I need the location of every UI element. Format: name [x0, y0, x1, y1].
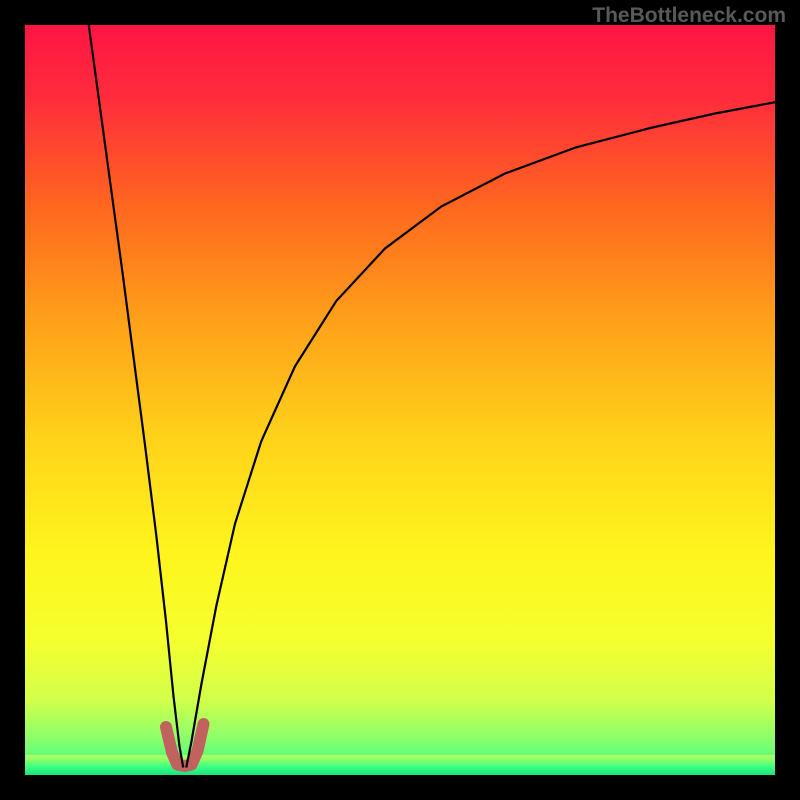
- bottleneck-curve-left: [89, 25, 184, 768]
- curve-svg: [25, 25, 775, 775]
- bottleneck-curve-right: [186, 102, 775, 767]
- curve-layer: [25, 25, 775, 775]
- valley-marker: [166, 724, 204, 766]
- watermark-text: TheBottleneck.com: [592, 4, 786, 28]
